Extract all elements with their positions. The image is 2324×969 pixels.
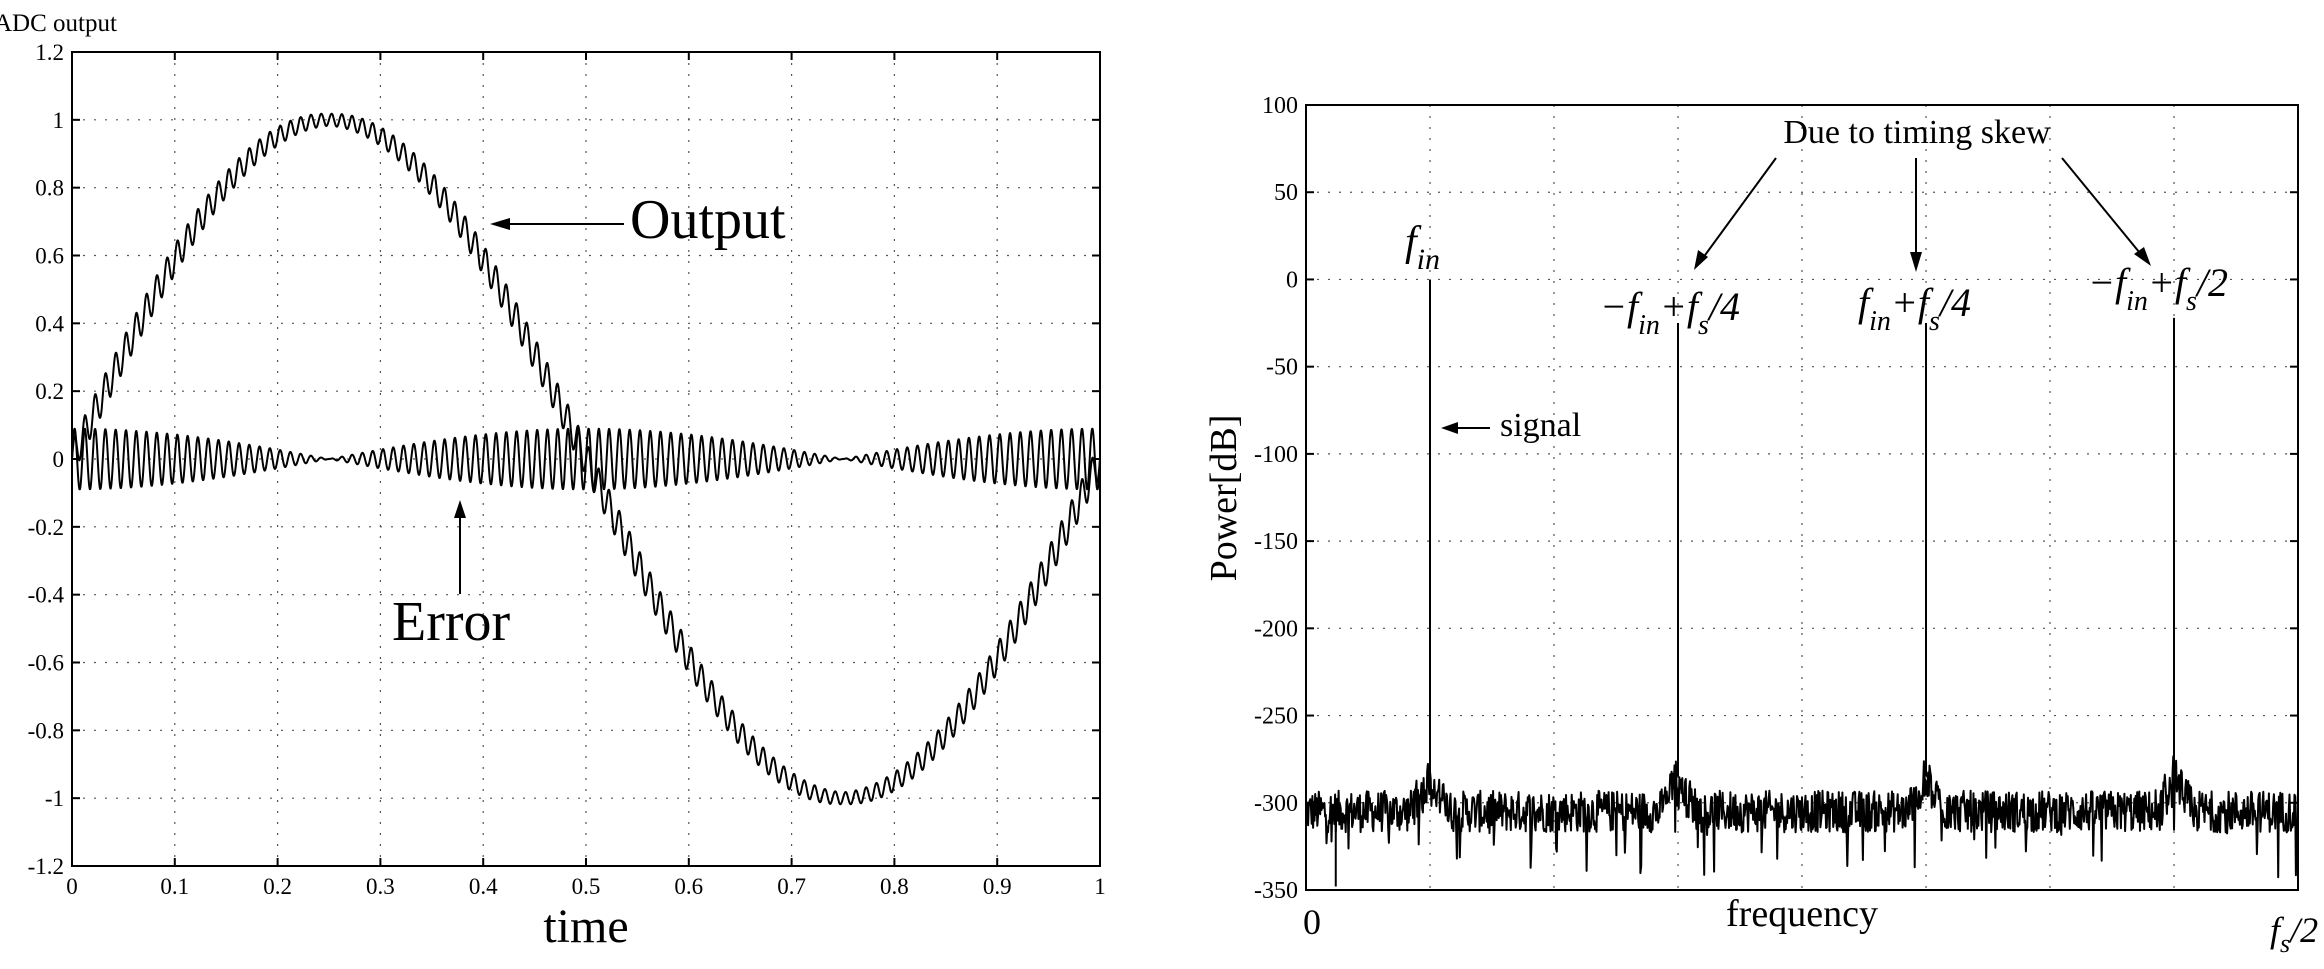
- error-series-line: [71, 427, 1101, 491]
- right-y-tick-label: -50: [1266, 355, 1298, 381]
- error-annotation-label: Error: [392, 591, 511, 653]
- left-y-tick-label: 0.6: [35, 244, 64, 269]
- left-y-tick-label: -1.2: [28, 854, 64, 879]
- left-y-tick-label: 1.2: [35, 40, 64, 65]
- left-y-tick-label: 1: [53, 108, 65, 133]
- left-traces: [71, 112, 1101, 806]
- timing-skew-arrow-3-head: [2134, 247, 2151, 266]
- right-y-tick-label: -150: [1254, 529, 1298, 555]
- right-y-tick-label: 50: [1274, 180, 1298, 206]
- left-x-tick-label: 0.9: [983, 874, 1012, 899]
- left-x-tick-label: 0: [66, 874, 78, 899]
- right-plot-frame: [1305, 104, 2299, 891]
- right-y-tick-label: -350: [1254, 878, 1298, 904]
- left-y-tick-labels: 1.2 1 0.8 0.6 0.4 0.2 0 -0.2 -0.4 -0.6 -0.8 -1 -1.2: [28, 40, 65, 879]
- left-x-tick-labels: 0 0.1 0.2 0.3 0.4 0.5 0.6 0.7 0.8 0.9 1: [66, 874, 1106, 899]
- right-y-tick-label: 100: [1262, 93, 1298, 119]
- left-x-tick-label: 0.6: [674, 874, 703, 899]
- power-spectrum-chart: 100 50 0 -50 -100 -150 -200 -250 -300 -350 0 fs/2…: [1203, 93, 2318, 958]
- timing-skew-arrow-2-head: [1910, 252, 1922, 272]
- right-ticks: [1306, 104, 2298, 891]
- signal-annotation-arrowhead: [1441, 422, 1458, 434]
- left-x-tick-label: 0.3: [366, 874, 395, 899]
- right-grid: [1306, 105, 2298, 890]
- right-x-range-end: fs/2: [2270, 910, 2318, 958]
- adc-output-chart: 0 0.1 0.2 0.3 0.4 0.5 0.6 0.7 0.8 0.9 1 1.2 1 0.8 0.6…: [0, 10, 1106, 953]
- right-x-range-start: 0: [1303, 902, 1321, 942]
- noise-floor-line: [1305, 755, 2299, 879]
- left-x-axis-label: time: [543, 900, 628, 953]
- left-y-tick-label: -0.4: [28, 583, 65, 608]
- timing-skew-arrow-1-line: [1699, 157, 1777, 263]
- left-y-tick-label: -0.8: [28, 718, 64, 743]
- left-x-tick-label: 0.5: [572, 874, 601, 899]
- left-y-axis-label: ADC output: [0, 10, 117, 37]
- left-y-tick-label: 0.2: [35, 379, 64, 404]
- signal-annotation-label: signal: [1500, 407, 1581, 444]
- left-x-tick-label: 0.7: [777, 874, 806, 899]
- left-x-tick-label: 0.4: [469, 874, 498, 899]
- timing-skew-annotation-label: Due to timing skew: [1783, 114, 2051, 151]
- output-annotation-arrowhead: [490, 218, 510, 230]
- peak-label-neg-fin-plus-fs-4: −fin+fs/4: [1600, 284, 1740, 341]
- right-y-tick-label: -300: [1254, 791, 1298, 817]
- left-x-tick-label: 0.1: [160, 874, 189, 899]
- peak-label-neg-fin-plus-fs-2: −fin+fs/2: [2088, 260, 2228, 317]
- right-y-tick-label: -250: [1254, 704, 1298, 730]
- right-y-tick-labels: 100 50 0 -50 -100 -150 -200 -250 -300 -350: [1254, 93, 1298, 904]
- error-annotation-arrowhead: [454, 500, 466, 518]
- right-x-axis-label: frequency: [1726, 893, 1878, 935]
- peak-label-fin: fin: [1405, 219, 1440, 276]
- right-traces: [1305, 279, 2299, 887]
- right-y-tick-label: -200: [1254, 616, 1298, 642]
- left-x-tick-label: 0.2: [263, 874, 292, 899]
- left-y-tick-label: -0.2: [28, 515, 64, 540]
- left-y-tick-label: 0.4: [35, 311, 64, 336]
- timing-skew-arrow-3-line: [2061, 157, 2145, 259]
- left-ticks: [71, 51, 1101, 867]
- right-y-axis-label: Power[dB]: [1203, 415, 1245, 582]
- left-y-tick-label: 0: [53, 447, 65, 472]
- output-annotation-label: Output: [630, 189, 786, 251]
- left-y-tick-label: -1: [45, 786, 64, 811]
- peak-label-fin-plus-fs-4: fin+fs/4: [1858, 280, 1971, 337]
- left-x-tick-label: 1: [1094, 874, 1106, 899]
- right-y-tick-label: 0: [1286, 267, 1298, 293]
- right-y-tick-label: -100: [1254, 442, 1298, 468]
- left-y-tick-label: -0.6: [28, 651, 64, 676]
- timing-skew-arrow-1-head: [1694, 250, 1708, 270]
- left-y-tick-label: 0.8: [35, 176, 64, 201]
- left-x-tick-label: 0.8: [880, 874, 909, 899]
